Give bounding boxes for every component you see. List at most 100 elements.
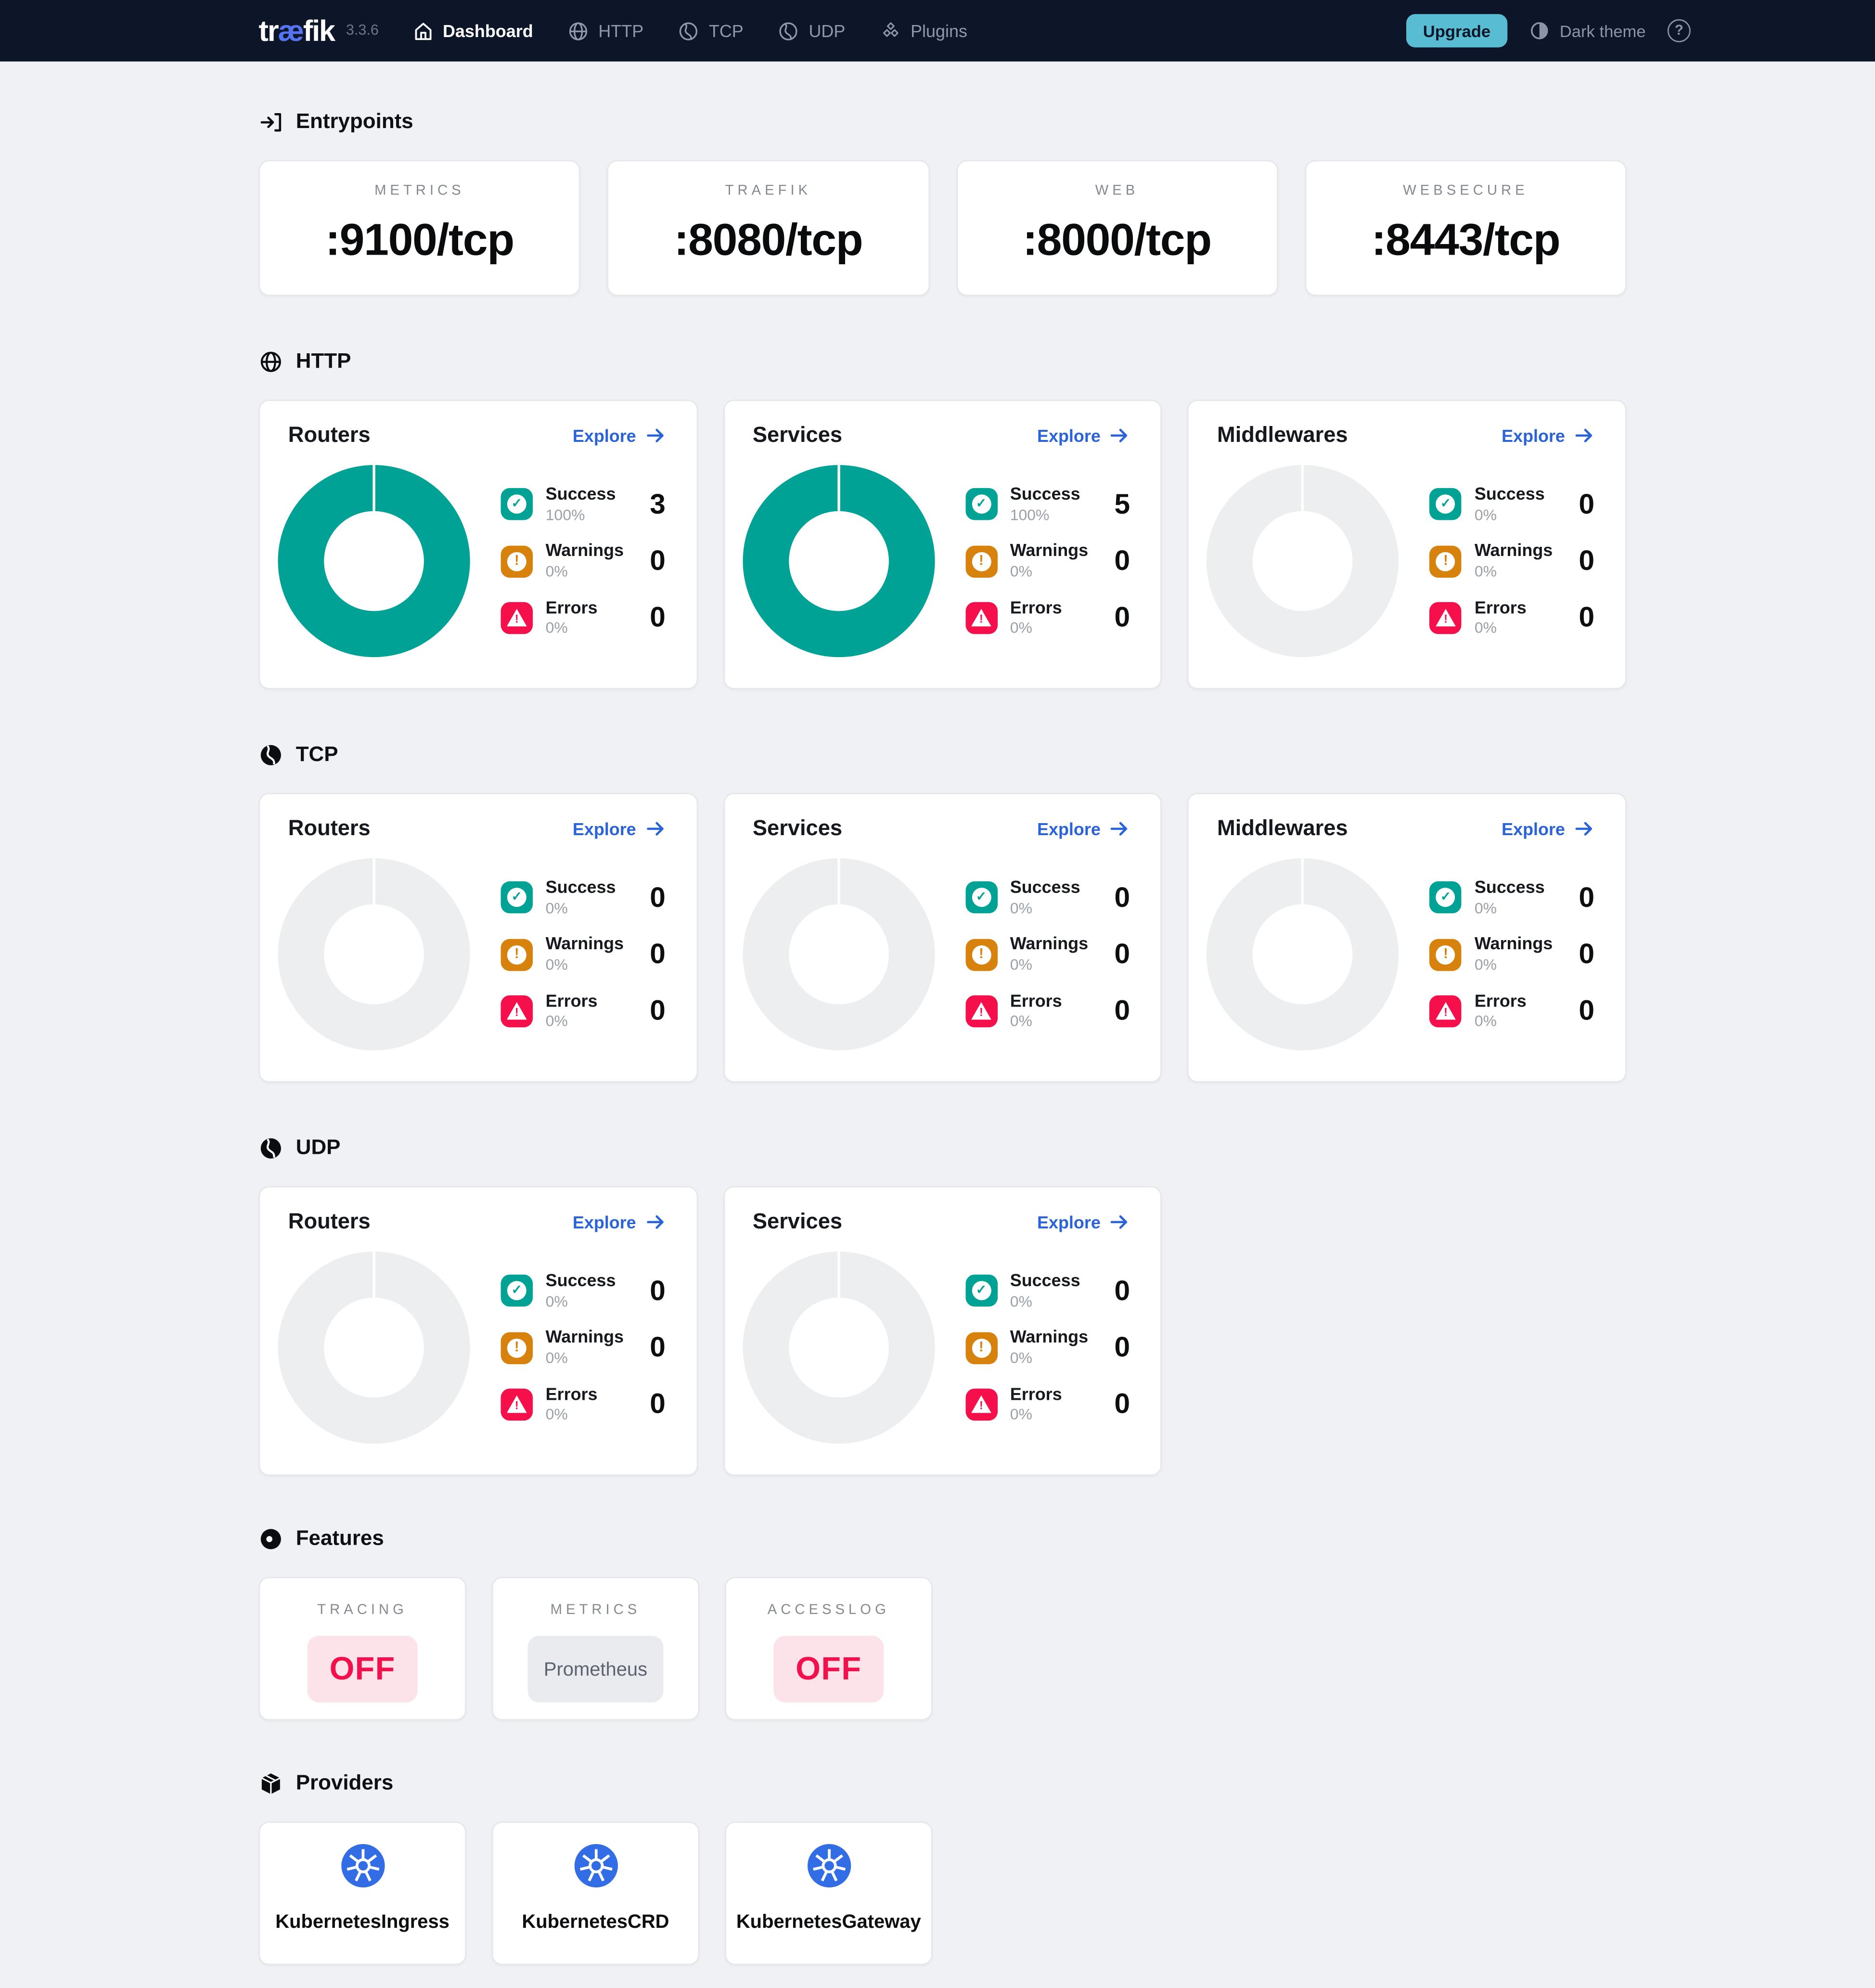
stat-value: 0 (1579, 544, 1595, 577)
cubes-icon (880, 20, 901, 41)
stat-row-success: ✓ Success 0% 0 (965, 878, 1130, 917)
stat-row-errors: ! Errors 0% 0 (965, 1384, 1130, 1424)
entrypoint-port: :9100/tcp (325, 215, 514, 265)
stat-value: 0 (1114, 544, 1130, 577)
stat-row-errors: ! Errors 0% 0 (965, 598, 1130, 638)
nav-item-plugins[interactable]: Plugins (880, 20, 967, 41)
explore-link[interactable]: Explore (573, 426, 666, 446)
explore-link[interactable]: Explore (573, 819, 666, 839)
logo-text: tr (258, 13, 279, 47)
stat-pct: 100% (545, 505, 585, 524)
entrypoint-card-web: WEB :8000/tcp (956, 160, 1278, 296)
explore-link[interactable]: Explore (1502, 819, 1594, 839)
stat-value: 0 (650, 1330, 666, 1363)
explore-link[interactable]: Explore (1037, 819, 1130, 839)
warning-icon: ! (501, 938, 533, 970)
ball-icon (259, 743, 283, 767)
donut-chart (278, 465, 470, 658)
stat-pct: 0% (1010, 898, 1032, 917)
explore-link[interactable]: Explore (573, 1212, 666, 1232)
section-title-providers: Providers (295, 1771, 394, 1795)
features-grid: TRACING OFF METRICS Prometheus ACCESSLOG… (258, 1576, 1627, 1720)
stat-value: 0 (650, 1274, 666, 1306)
stat-value: 5 (1114, 488, 1130, 520)
udp-services-card: Services Explore ✓ Success 0% 0 ! Warning… (723, 1186, 1162, 1476)
entrypoint-label: TRAEFIK (725, 183, 812, 199)
section-title-udp: UDP (295, 1136, 341, 1160)
warning-icon: ! (965, 938, 998, 970)
nav-item-dashboard[interactable]: Dashboard (412, 20, 533, 41)
stat-row-warnings: ! Warnings 0% 0 (501, 934, 666, 974)
stat-pct: 0% (1010, 955, 1032, 974)
card-title: Routers (288, 816, 371, 840)
success-icon: ✓ (1429, 881, 1462, 914)
stat-pct: 0% (545, 619, 568, 637)
entrypoints-header: Entrypoints (259, 110, 1627, 135)
explore-link[interactable]: Explore (1502, 426, 1594, 446)
tcp-services-card: Services Explore ✓ Success 0% 0 ! Warning… (723, 793, 1162, 1083)
explore-link[interactable]: Explore (1037, 1212, 1130, 1232)
stat-label: Errors (1010, 597, 1062, 617)
stat-row-warnings: ! Warnings 0% 0 (1429, 541, 1595, 581)
kubernetes-icon (572, 1842, 619, 1889)
stat-row-success: ✓ Success 0% 0 (501, 1271, 666, 1311)
stat-label: Errors (545, 1384, 598, 1404)
stat-pct: 0% (1010, 1012, 1032, 1031)
login-icon (259, 110, 283, 135)
theme-toggle[interactable]: Dark theme (1529, 21, 1646, 41)
card-title: Middlewares (1217, 816, 1348, 840)
donut-chart (278, 1251, 470, 1444)
explore-label: Explore (1037, 819, 1101, 839)
stat-pct: 0% (1010, 1405, 1032, 1424)
stat-row-success: ✓ Success 0% 0 (1429, 484, 1594, 524)
tcp-header: TCP (259, 743, 1627, 767)
donut-chart (278, 858, 470, 1051)
stat-row-warnings: ! Warnings 0% 0 (965, 1328, 1130, 1368)
stat-label: Errors (545, 597, 598, 617)
stat-row-errors: ! Errors 0% 0 (501, 598, 666, 638)
stat-pct: 0% (1474, 1012, 1497, 1031)
feature-label: ACCESSLOG (767, 1602, 890, 1618)
stat-value: 0 (1579, 601, 1595, 633)
arrow-right-icon (645, 426, 666, 446)
package-icon (259, 1771, 283, 1796)
provider-name: KubernetesGateway (736, 1911, 921, 1933)
stat-pct: 0% (545, 1012, 568, 1031)
card-title: Routers (288, 1209, 371, 1234)
stat-pct: 0% (1010, 562, 1032, 581)
nav-item-udp[interactable]: UDP (778, 20, 845, 41)
section-title-entrypoints: Entrypoints (295, 110, 413, 133)
traefik-logo[interactable]: træfik (258, 13, 336, 48)
section-title-http: HTTP (295, 349, 351, 373)
nav-item-http[interactable]: HTTP (567, 20, 643, 41)
stat-label: Warnings (545, 541, 624, 560)
stat-label: Success (1010, 484, 1080, 503)
stat-pct: 0% (1010, 1291, 1032, 1310)
section-title-tcp: TCP (295, 743, 338, 766)
arrow-right-icon (1574, 426, 1595, 446)
stat-row-warnings: ! Warnings 0% 0 (501, 1328, 666, 1368)
nav-item-tcp[interactable]: TCP (678, 20, 744, 41)
error-triangle-icon: ! (965, 1388, 998, 1420)
feature-status-badge: OFF (308, 1636, 417, 1703)
ball-icon (678, 20, 700, 41)
help-icon[interactable]: ? (1667, 19, 1691, 42)
feature-status-badge: OFF (774, 1636, 884, 1703)
provider-name: KubernetesCRD (522, 1911, 669, 1933)
stat-label: Warnings (1474, 541, 1553, 560)
donut-chart (1207, 465, 1399, 658)
globe-icon (259, 350, 283, 374)
stat-value: 0 (1114, 1274, 1130, 1306)
upgrade-button[interactable]: Upgrade (1406, 14, 1507, 48)
stat-value: 0 (650, 881, 666, 913)
entrypoints-grid: METRICS :9100/tcp TRAEFIK :8080/tcp WEB … (258, 160, 1627, 296)
stat-value: 3 (650, 488, 666, 520)
stat-pct: 100% (1010, 505, 1050, 524)
stat-row-warnings: ! Warnings 0% 0 (1429, 934, 1594, 974)
stat-label: Success (1474, 878, 1545, 897)
explore-link[interactable]: Explore (1037, 426, 1130, 446)
error-triangle-icon: ! (501, 602, 533, 634)
entrypoint-card-metrics: METRICS :9100/tcp (258, 160, 581, 296)
error-triangle-icon: ! (501, 1388, 533, 1420)
entrypoint-port: :8443/tcp (1371, 215, 1560, 265)
